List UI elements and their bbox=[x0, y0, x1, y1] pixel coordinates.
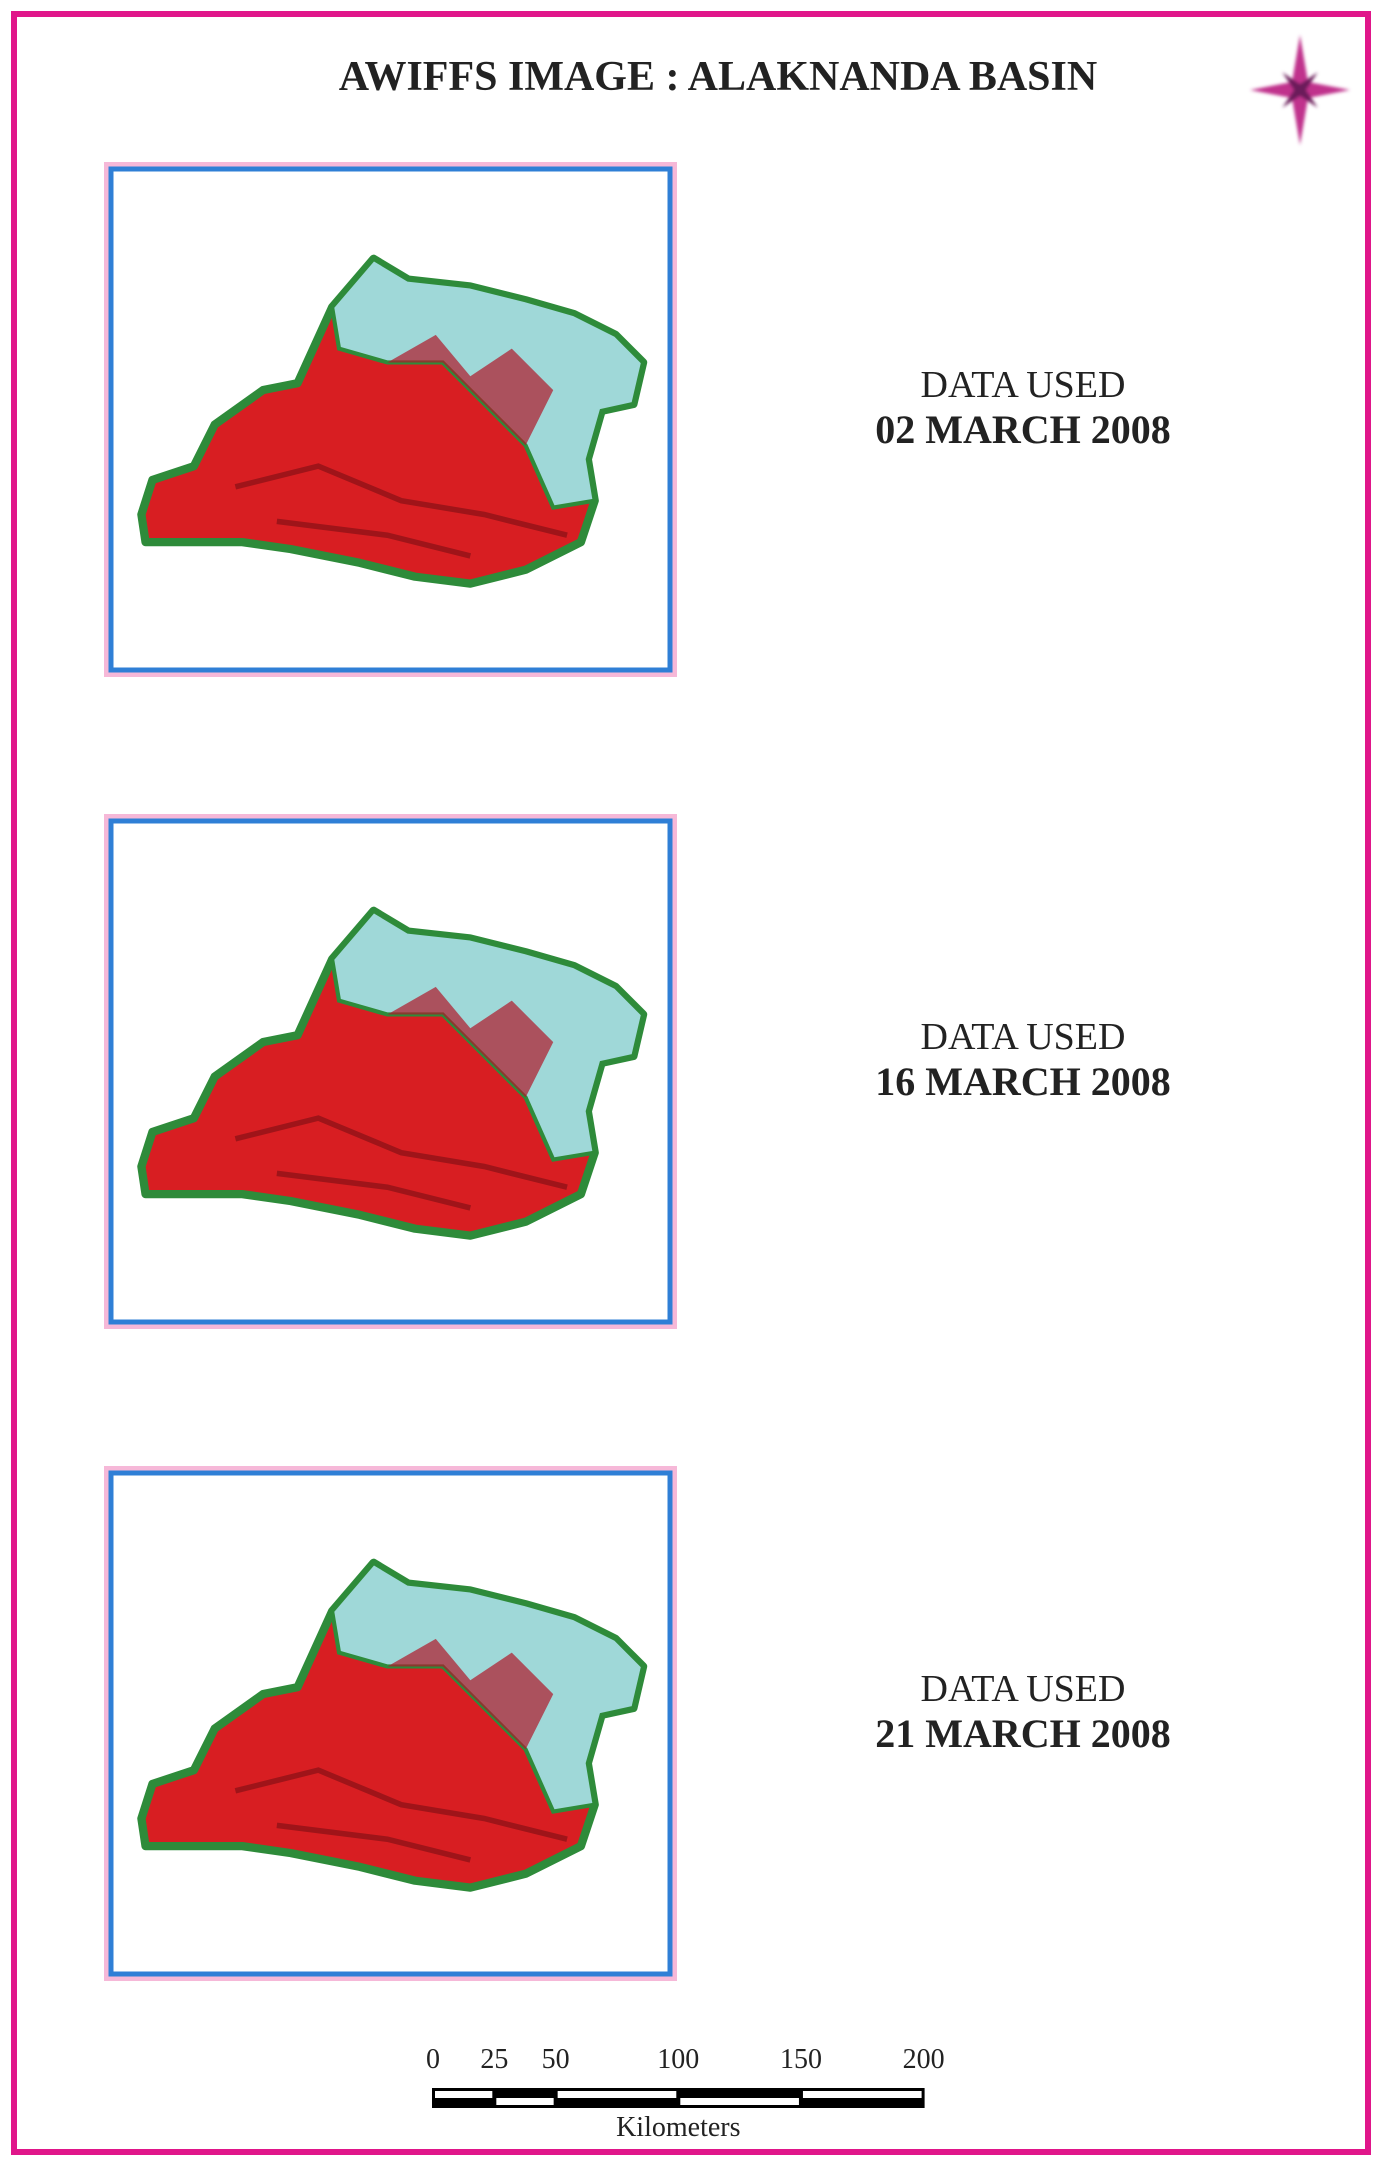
scale-tick-label: 200 bbox=[903, 2044, 945, 2075]
panel-date: 21 MARCH 2008 bbox=[875, 1711, 1171, 1756]
map-title: AWIFFS IMAGE : ALAKNANDA BASIN bbox=[339, 54, 1097, 100]
panel-date: 02 MARCH 2008 bbox=[875, 407, 1171, 452]
frame-outer bbox=[104, 162, 677, 677]
panel-label: DATA USED bbox=[921, 1668, 1126, 1710]
frame-outer bbox=[104, 1466, 677, 1981]
scale-bar: 0 25 50 100 150 200 Kilometers bbox=[426, 2044, 945, 2143]
scale-segment bbox=[557, 2091, 677, 2098]
panel-date: 16 MARCH 2008 bbox=[875, 1059, 1171, 1104]
scale-tick-label: 50 bbox=[542, 2044, 570, 2075]
scale-segment bbox=[435, 2091, 493, 2098]
page-border bbox=[11, 11, 1371, 2155]
scale-tick-label: 100 bbox=[657, 2044, 699, 2075]
panel-label: DATA USED bbox=[921, 1016, 1126, 1058]
compass-rose bbox=[1250, 35, 1350, 145]
frame-outer bbox=[104, 814, 677, 1329]
scale-unit: Kilometers bbox=[616, 2112, 740, 2143]
panel-label: DATA USED bbox=[921, 364, 1126, 406]
scale-segment bbox=[802, 2091, 922, 2098]
scale-segment bbox=[496, 2098, 554, 2105]
scale-tick-label: 150 bbox=[780, 2044, 822, 2075]
scale-tick-label: 25 bbox=[480, 2044, 508, 2075]
scale-tick-label: 0 bbox=[426, 2044, 440, 2075]
scale-segment bbox=[680, 2098, 799, 2105]
